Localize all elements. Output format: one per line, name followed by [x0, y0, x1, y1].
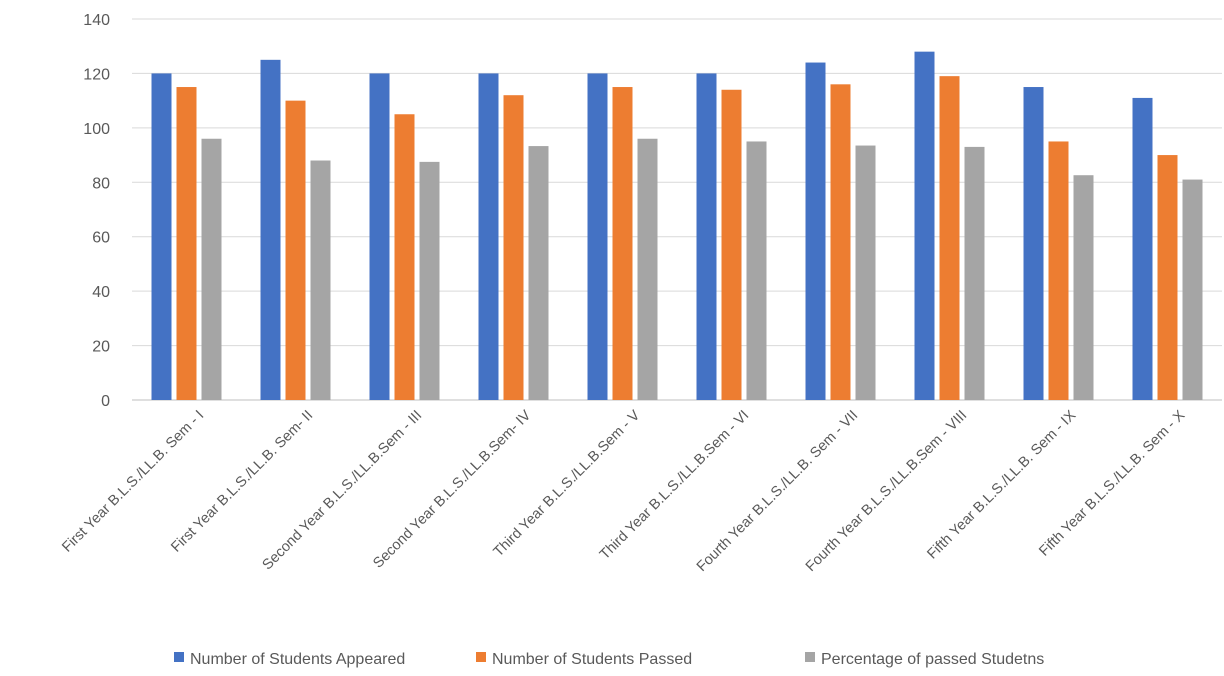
bar-series-2-cat-5: [612, 87, 633, 401]
bar-series-1-cat-3: [369, 73, 390, 400]
bar-series-1-cat-1: [151, 73, 172, 400]
bar-series-1-cat-5: [587, 73, 608, 400]
bar-series-3-cat-3: [419, 161, 440, 400]
bar-series-2-cat-8: [939, 76, 960, 401]
bar-series-1-cat-7: [805, 62, 826, 401]
y-tick-label: 120: [83, 66, 110, 83]
bar-series-1-cat-8: [914, 51, 935, 401]
bar-series-2-cat-1: [176, 87, 197, 401]
bar-series-2-cat-4: [503, 95, 524, 400]
bar-series-2-cat-2: [285, 100, 306, 401]
y-tick-label: 20: [92, 339, 110, 356]
bar-series-1-cat-4: [478, 73, 499, 400]
bar-series-3-cat-10: [1182, 179, 1203, 400]
bar-series-2-cat-3: [394, 114, 415, 400]
bar-series-3-cat-5: [637, 138, 658, 400]
bar-series-2-cat-6: [721, 89, 742, 400]
legend-swatch: [476, 652, 486, 662]
legend-label: Percentage of passed Studetns: [821, 651, 1044, 668]
bar-series-3-cat-8: [964, 146, 985, 400]
bar-series-2-cat-7: [830, 84, 851, 401]
y-tick-label: 140: [83, 12, 110, 29]
bar-series-3-cat-7: [855, 145, 876, 400]
bar-series-1-cat-10: [1132, 97, 1153, 401]
legend-swatch: [805, 652, 815, 662]
bars: [151, 51, 1203, 401]
bar-series-3-cat-4: [528, 146, 549, 400]
legend: Number of Students Appeared Number of Stu…: [174, 651, 1044, 668]
y-tick-label: 100: [83, 121, 110, 138]
y-tick-label: 0: [101, 393, 110, 410]
legend-label: Number of Students Appeared: [190, 651, 405, 668]
y-axis: 0 20 40 60 80 100 120 140: [83, 12, 110, 410]
bar-series-3-cat-1: [201, 138, 222, 400]
legend-swatch: [174, 652, 184, 662]
bar-series-3-cat-9: [1073, 175, 1094, 400]
bar-series-3-cat-2: [310, 160, 331, 400]
bar-series-3-cat-6: [746, 141, 767, 400]
y-tick-label: 40: [92, 284, 110, 301]
bar-series-2-cat-9: [1048, 141, 1069, 400]
bar-series-1-cat-9: [1023, 87, 1044, 401]
bar-series-1-cat-2: [260, 59, 281, 400]
y-tick-label: 60: [92, 230, 110, 247]
legend-label: Number of Students Passed: [492, 651, 692, 668]
bar-series-1-cat-6: [696, 73, 717, 400]
y-tick-label: 80: [92, 175, 110, 192]
bar-series-2-cat-10: [1157, 155, 1178, 400]
